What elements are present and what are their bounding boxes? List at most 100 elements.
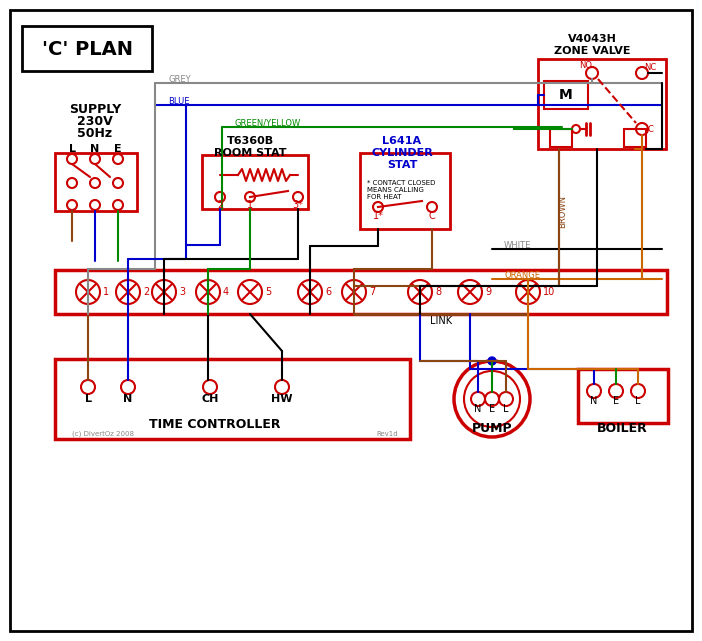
Circle shape xyxy=(152,280,176,304)
Bar xyxy=(22,26,152,71)
Text: WHITE: WHITE xyxy=(504,240,531,249)
Bar xyxy=(55,359,410,439)
Circle shape xyxy=(636,67,648,79)
Text: N: N xyxy=(475,404,482,414)
Text: L: L xyxy=(635,396,641,406)
Circle shape xyxy=(215,192,225,202)
Circle shape xyxy=(587,384,601,398)
Text: 50Hz: 50Hz xyxy=(77,126,112,140)
Text: C: C xyxy=(429,211,435,221)
Text: BROWN: BROWN xyxy=(559,194,567,228)
Text: GREEN/YELLOW: GREEN/YELLOW xyxy=(234,119,300,128)
Text: L: L xyxy=(69,144,76,154)
Circle shape xyxy=(298,280,322,304)
Text: * CONTACT CLOSED: * CONTACT CLOSED xyxy=(367,180,435,186)
Text: 10: 10 xyxy=(543,287,555,297)
Bar xyxy=(202,155,308,209)
Text: N: N xyxy=(590,396,597,406)
Circle shape xyxy=(76,280,100,304)
Text: 5: 5 xyxy=(265,287,271,297)
Circle shape xyxy=(427,202,437,212)
Text: E: E xyxy=(613,396,619,406)
Text: SUPPLY: SUPPLY xyxy=(69,103,121,115)
Circle shape xyxy=(113,178,123,188)
Circle shape xyxy=(488,357,496,365)
Circle shape xyxy=(631,384,645,398)
Text: 2: 2 xyxy=(143,287,150,297)
Circle shape xyxy=(499,392,513,406)
Circle shape xyxy=(293,192,303,202)
Text: Rev1d: Rev1d xyxy=(376,431,398,437)
Text: STAT: STAT xyxy=(387,160,417,170)
Circle shape xyxy=(113,154,123,164)
Circle shape xyxy=(471,392,485,406)
Circle shape xyxy=(485,392,499,406)
Text: 1*: 1* xyxy=(373,211,383,221)
Text: 3*: 3* xyxy=(293,200,303,210)
Text: MEANS CALLING: MEANS CALLING xyxy=(367,187,424,193)
Bar xyxy=(624,129,646,147)
Text: 8: 8 xyxy=(435,287,441,297)
Text: TIME CONTROLLER: TIME CONTROLLER xyxy=(150,417,281,431)
Circle shape xyxy=(458,280,482,304)
Text: V4043H: V4043H xyxy=(567,34,616,44)
Text: L641A: L641A xyxy=(383,136,422,146)
Circle shape xyxy=(116,280,140,304)
Text: 2: 2 xyxy=(217,200,223,210)
Circle shape xyxy=(196,280,220,304)
Circle shape xyxy=(464,371,520,427)
Text: 4: 4 xyxy=(223,287,229,297)
Text: NO: NO xyxy=(579,60,592,69)
Text: PUMP: PUMP xyxy=(472,422,512,435)
Circle shape xyxy=(121,380,135,394)
Text: 3: 3 xyxy=(179,287,185,297)
Text: HW: HW xyxy=(271,394,293,404)
Circle shape xyxy=(609,384,623,398)
Circle shape xyxy=(203,380,217,394)
Text: T6360B: T6360B xyxy=(227,136,274,146)
Text: E: E xyxy=(489,404,495,414)
Circle shape xyxy=(67,154,77,164)
Text: NC: NC xyxy=(644,63,656,72)
Text: ROOM STAT: ROOM STAT xyxy=(213,148,286,158)
Circle shape xyxy=(238,280,262,304)
Text: CYLINDER: CYLINDER xyxy=(371,148,433,158)
Text: 'C' PLAN: 'C' PLAN xyxy=(41,40,133,58)
Text: 9: 9 xyxy=(485,287,491,297)
Text: 6: 6 xyxy=(325,287,331,297)
Circle shape xyxy=(67,200,77,210)
Circle shape xyxy=(90,154,100,164)
Text: 230V: 230V xyxy=(77,115,113,128)
Circle shape xyxy=(586,67,598,79)
Bar xyxy=(550,129,572,147)
Text: (c) DivertOz 2008: (c) DivertOz 2008 xyxy=(72,431,134,437)
Circle shape xyxy=(572,125,580,133)
Text: FOR HEAT: FOR HEAT xyxy=(367,194,402,200)
Bar xyxy=(578,369,668,423)
Text: ORANGE: ORANGE xyxy=(504,271,540,279)
Circle shape xyxy=(373,202,383,212)
Text: N: N xyxy=(124,394,133,404)
Bar xyxy=(544,81,588,109)
Text: C: C xyxy=(647,124,653,133)
Bar xyxy=(55,270,667,314)
Bar xyxy=(538,59,666,149)
Bar xyxy=(360,153,450,229)
Text: CH: CH xyxy=(201,394,219,404)
Text: LINK: LINK xyxy=(430,316,452,326)
Bar xyxy=(55,153,137,211)
Text: N: N xyxy=(91,144,100,154)
Circle shape xyxy=(113,200,123,210)
Circle shape xyxy=(245,192,255,202)
Text: BLUE: BLUE xyxy=(168,97,190,106)
Text: E: E xyxy=(114,144,122,154)
Circle shape xyxy=(90,178,100,188)
Circle shape xyxy=(408,280,432,304)
Circle shape xyxy=(275,380,289,394)
Text: 7: 7 xyxy=(369,287,376,297)
Circle shape xyxy=(636,123,648,135)
Text: L: L xyxy=(503,404,509,414)
Circle shape xyxy=(342,280,366,304)
Circle shape xyxy=(454,361,530,437)
Text: BOILER: BOILER xyxy=(597,422,647,435)
